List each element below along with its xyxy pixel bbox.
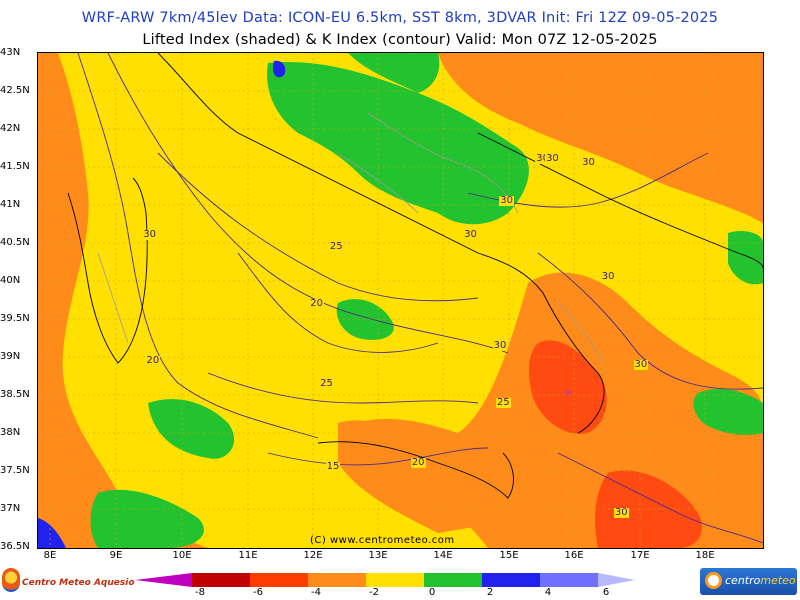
lon-label: 18E bbox=[695, 550, 715, 561]
lat-label: 41N bbox=[0, 199, 21, 210]
lon-label: 13E bbox=[368, 550, 388, 561]
legend-tick: 6 bbox=[603, 587, 609, 595]
contour-label: 30 bbox=[142, 229, 157, 241]
li-green-eastband bbox=[728, 231, 763, 285]
lon-label: 8E bbox=[43, 550, 57, 561]
legend-tick: 4 bbox=[545, 587, 551, 595]
lon-label: 17E bbox=[630, 550, 650, 561]
lat-label: 39N bbox=[0, 351, 21, 362]
legend-swatch bbox=[424, 573, 482, 587]
lon-label: 14E bbox=[433, 550, 453, 561]
li-magenta-spot bbox=[565, 390, 571, 396]
lat-label: 38.5N bbox=[0, 389, 30, 400]
lon-label: 10E bbox=[172, 550, 192, 561]
li-orange-west bbox=[38, 53, 208, 548]
legend-swatch bbox=[192, 573, 250, 587]
contour-label: 25 bbox=[328, 240, 344, 252]
legend-swatch bbox=[540, 573, 598, 587]
coastlines bbox=[67, 53, 763, 499]
copyright-text: (C) www.centrometeo.com bbox=[310, 535, 455, 546]
logo-mark-icon bbox=[2, 568, 20, 592]
legend-swatch bbox=[308, 573, 366, 587]
li-green-central bbox=[267, 62, 529, 225]
lat-label: 37N bbox=[0, 503, 21, 514]
map-canvas bbox=[38, 53, 763, 548]
contour-label: 30 bbox=[535, 153, 550, 165]
lon-label: 9E bbox=[109, 550, 123, 561]
logo-right-suffix: meteo bbox=[760, 574, 796, 587]
legend-arrow-right bbox=[598, 573, 635, 587]
logo-left-text: Centro Meteo Aquesio bbox=[22, 578, 135, 588]
lon-label: 15E bbox=[499, 550, 519, 561]
ki-contours bbox=[77, 53, 763, 544]
legend-bar: -8 -6 -4 -2 0 2 4 6 bbox=[135, 573, 635, 598]
contour-label: 20 bbox=[309, 297, 324, 309]
legend-tick: -4 bbox=[311, 587, 321, 595]
legend-swatch bbox=[250, 573, 308, 587]
li-green-bottomleft bbox=[90, 489, 204, 548]
map-title: WRF-ARW 7km/45lev Data: ICON-EU 6.5km, S… bbox=[81, 10, 719, 26]
legend-swatch bbox=[482, 573, 540, 587]
li-green-north bbox=[348, 53, 440, 93]
lon-label: 16E bbox=[564, 550, 584, 561]
li-blue-north bbox=[272, 60, 286, 78]
lat-label: 37.5N bbox=[0, 465, 30, 476]
map-subtitle: Lifted Index (shaded) & K Index (contour… bbox=[142, 32, 658, 48]
admin-borders bbox=[97, 112, 604, 364]
contour-label: 30 bbox=[499, 195, 514, 207]
logo-ring-icon bbox=[705, 572, 722, 589]
li-green-center bbox=[336, 299, 394, 340]
contour-label: 30 bbox=[613, 506, 629, 518]
contour-label: 30 bbox=[463, 229, 478, 241]
lat-label: 36.5N bbox=[0, 541, 30, 552]
contour-label: 20 bbox=[410, 457, 426, 469]
contour-label: 15 bbox=[325, 461, 341, 473]
lat-label: 40.5N bbox=[0, 237, 30, 248]
li-blue-corner bbox=[38, 518, 66, 548]
legend-tick: -6 bbox=[253, 587, 263, 595]
contour-label: 25 bbox=[319, 377, 334, 389]
contour-label: 20 bbox=[145, 354, 161, 366]
lon-label: 11E bbox=[238, 550, 258, 561]
lat-label: 40N bbox=[0, 275, 21, 286]
centrometeo-logo: centrometeo bbox=[700, 568, 797, 595]
color-scale-legend: -8 -6 -4 -2 0 2 4 6 bbox=[135, 573, 635, 598]
legend-tick: 0 bbox=[429, 587, 435, 595]
contour-label: 30 bbox=[581, 157, 596, 169]
centro-meteo-aquesio-logo: Centro Meteo Aquesio bbox=[2, 568, 135, 598]
lat-label: 41.5N bbox=[0, 161, 30, 172]
legend-arrow-left bbox=[135, 573, 192, 587]
contour-label: 30 bbox=[600, 271, 616, 283]
logo-right-text: centrometeo bbox=[725, 574, 796, 587]
li-orange-northeast bbox=[438, 53, 763, 223]
legend-tick: -8 bbox=[195, 587, 205, 595]
li-red-calabria bbox=[528, 340, 607, 434]
li-green-east bbox=[693, 388, 763, 435]
li-green-southwest bbox=[148, 399, 235, 459]
lat-label: 38N bbox=[0, 427, 21, 438]
contour-label: 30 bbox=[545, 153, 560, 165]
contour-label: 30 bbox=[633, 358, 649, 370]
legend-swatch bbox=[366, 573, 424, 587]
legend-tick: 2 bbox=[487, 587, 493, 595]
contour-label: 30 bbox=[492, 339, 508, 351]
lat-label: 43N bbox=[0, 47, 21, 58]
lat-label: 39.5N bbox=[0, 313, 30, 324]
lon-label: 12E bbox=[303, 550, 323, 561]
contour-label: 25 bbox=[495, 396, 511, 408]
map-frame: 30 20 25 20 30 25 25 20 15 30 30 30 30 30 30 30 30 bbox=[37, 52, 764, 549]
lat-label: 42N bbox=[0, 123, 21, 134]
logo-right-prefix: centro bbox=[725, 574, 761, 587]
legend-tick: -2 bbox=[369, 587, 379, 595]
lat-label: 42.5N bbox=[0, 85, 30, 96]
